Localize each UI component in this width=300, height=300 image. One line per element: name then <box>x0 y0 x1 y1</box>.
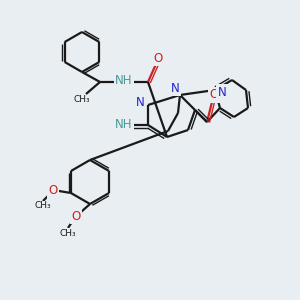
Text: N: N <box>136 97 144 110</box>
Text: O: O <box>153 52 163 64</box>
Text: CH₃: CH₃ <box>34 202 51 211</box>
Text: N: N <box>218 85 226 98</box>
Text: CH₃: CH₃ <box>74 95 90 104</box>
Text: O: O <box>48 184 58 197</box>
Text: NH: NH <box>115 118 133 131</box>
Text: O: O <box>209 88 219 101</box>
Text: NH: NH <box>115 74 133 88</box>
Text: CH₃: CH₃ <box>60 229 76 238</box>
Text: N: N <box>171 82 179 94</box>
Text: O: O <box>71 209 81 223</box>
